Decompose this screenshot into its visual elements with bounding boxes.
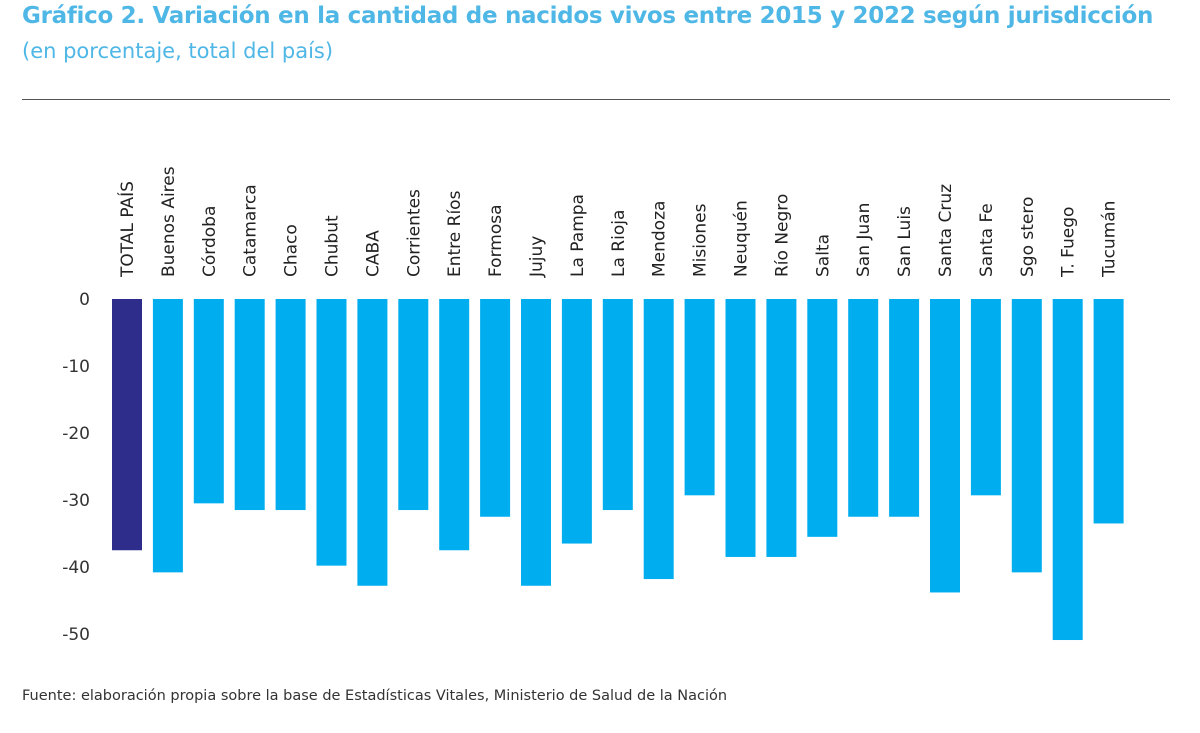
y-tick-label: -10 — [62, 357, 90, 377]
bar — [480, 299, 511, 517]
bar — [193, 299, 224, 504]
y-tick-label: 0 — [79, 290, 90, 310]
category-label: La Pampa — [568, 194, 588, 277]
category-label: Río Negro — [772, 194, 792, 277]
category-label: San Luis — [895, 206, 915, 277]
category-label: Corrientes — [404, 189, 424, 277]
category-label: Entre Ríos — [445, 190, 465, 277]
bar — [930, 299, 960, 593]
category-label: Mendoza — [650, 201, 670, 277]
bar — [970, 299, 1001, 496]
bar-chart: 0 -10 -20 -30 -40 -50 TOTAL PAÍS Buenos Aires C… — [62, 166, 1124, 645]
category-label: Chubut — [323, 215, 343, 277]
category-label: San Juan — [854, 203, 874, 277]
bar — [234, 299, 265, 511]
bar — [725, 299, 756, 557]
category-label: Santa Fe — [977, 203, 997, 277]
bar — [643, 299, 674, 580]
category-label: Catamarca — [241, 184, 261, 277]
bar — [1011, 299, 1042, 573]
source-note: Fuente: elaboración propia sobre la base… — [22, 688, 728, 704]
bar — [684, 299, 715, 496]
y-tick-label: -40 — [62, 558, 90, 578]
bar — [316, 299, 347, 566]
bar — [398, 299, 429, 511]
bars — [112, 299, 1124, 641]
category-label: Formosa — [486, 205, 506, 277]
category-label: Chaco — [282, 224, 302, 277]
bar — [561, 299, 592, 544]
category-label: La Rioja — [609, 210, 629, 277]
category-label: Jujuy — [527, 236, 547, 278]
title-block: Gráfico 2. Variación en la cantidad de n… — [22, 0, 1182, 66]
chart-title: Gráfico 2. Variación en la cantidad de n… — [22, 3, 1154, 29]
bar — [439, 299, 470, 551]
bar — [152, 299, 183, 573]
category-label: Misiones — [691, 203, 711, 277]
chart-subtitle: (en porcentaje, total del país) — [22, 39, 334, 63]
category-label: Neuquén — [732, 200, 752, 277]
bar — [521, 299, 551, 586]
title-divider — [22, 99, 1170, 100]
bar — [1052, 299, 1083, 641]
category-label: Salta — [813, 234, 833, 277]
category-label: Santa Cruz — [936, 184, 956, 277]
bar — [766, 299, 797, 557]
y-tick-label: -20 — [62, 424, 90, 444]
category-label: Tucumán — [1100, 201, 1120, 278]
bar — [275, 299, 306, 511]
category-label: TOTAL PAÍS — [116, 181, 138, 278]
bar — [357, 299, 388, 586]
category-label: Córdoba — [200, 206, 220, 277]
y-axis: 0 -10 -20 -30 -40 -50 — [62, 290, 90, 645]
bar — [602, 299, 633, 511]
bar — [112, 299, 142, 551]
category-label: CABA — [363, 230, 383, 277]
bar — [807, 299, 838, 537]
bar — [1093, 299, 1124, 524]
bar — [889, 299, 920, 517]
category-label: T. Fuego — [1059, 207, 1079, 278]
category-label: Buenos Aires — [159, 166, 179, 277]
y-tick-label: -50 — [62, 625, 90, 645]
category-label: Sgo stero — [1018, 197, 1038, 277]
y-tick-label: -30 — [62, 491, 90, 511]
bar — [848, 299, 879, 517]
x-axis-labels: TOTAL PAÍS Buenos Aires Córdoba Catamarca Ch… — [116, 166, 1120, 278]
